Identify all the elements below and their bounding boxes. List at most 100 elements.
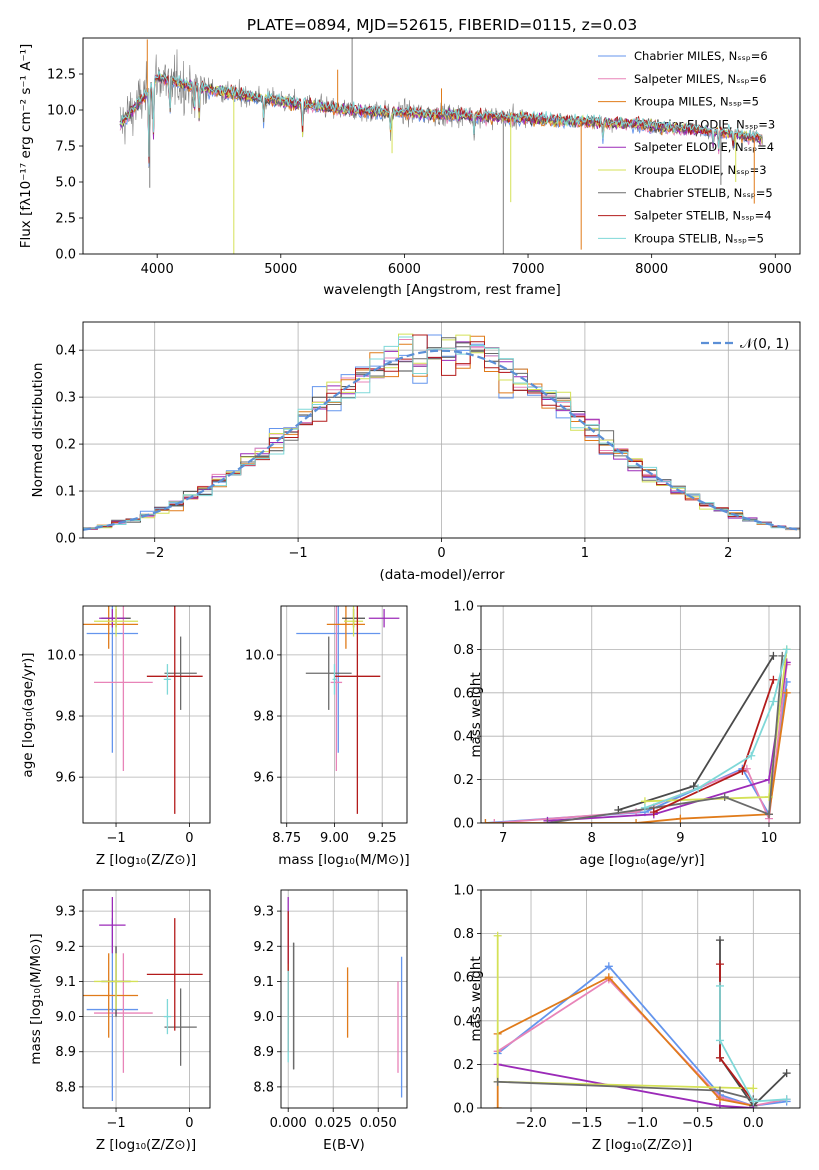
x-axis-label: age [log₁₀(age/yr)]	[579, 852, 704, 868]
mass-vs-extinction-panel: E(B-V) 0.000 0.025 0.050 8.8 8.9 9.0 9.1 9.2 9.3	[253, 889, 408, 1153]
mass-weight-marker	[632, 819, 641, 823]
y-axis-label: mass [log₁₀(M/M⊙)]	[28, 933, 44, 1064]
x-tick-label: 9000	[759, 262, 792, 277]
y-tick-label: 9.1	[55, 975, 76, 990]
x-tick-label: 8000	[635, 262, 668, 277]
y-axis-label: mass weight	[468, 956, 484, 1041]
y-tick-label: 10.0	[245, 648, 274, 663]
mass-weight-marker	[782, 1095, 791, 1104]
legend-label: Kroupa MILES, Nₛₛₚ=5	[634, 95, 759, 109]
x-tick-label: −1	[106, 831, 125, 846]
x-tick-label: −2.0	[515, 1116, 547, 1131]
y-tick-label: 9.0	[55, 1010, 76, 1025]
y-tick-label: 9.8	[253, 710, 274, 725]
mass-weight-marker	[493, 931, 502, 940]
mass-weight-marker	[640, 803, 649, 812]
y-tick-label: 0.1	[55, 485, 76, 500]
x-tick-label: 0	[185, 831, 193, 846]
y-tick-label: 0.6	[453, 971, 474, 986]
mass-weight-marker	[742, 764, 751, 773]
axes-frame	[82, 321, 801, 539]
axes-frame	[82, 37, 801, 255]
mass-weight-marker	[481, 819, 490, 823]
mass-weight-marker	[715, 1101, 724, 1108]
mass-weight-marker	[782, 645, 791, 654]
y-axis-label: age [log₁₀(age/yr)]	[20, 652, 36, 777]
mass-weight-line	[494, 664, 788, 823]
plot-area	[83, 606, 203, 814]
x-tick-label: 9.00	[320, 831, 349, 846]
spectrum-panel: PLATE=0894, MJD=52615, FIBERID=0115, z=0…	[18, 16, 801, 298]
y-tick-label: 0.0	[453, 817, 474, 832]
mass-weight-marker	[694, 784, 703, 793]
mass-weight-marker	[689, 782, 698, 791]
x-tick-label: 1	[581, 546, 589, 561]
x-tick-label: 0.050	[360, 1116, 397, 1131]
x-tick-label: −1	[289, 546, 308, 561]
plot-area	[83, 897, 203, 1101]
mass-weight-vs-metallicity-panel: Z [log₁₀(Z/Z⊙)] mass weight −2.0 −1.5 −1.0…	[453, 884, 801, 1153]
mass-weight-line	[618, 655, 775, 811]
x-axis-label: (data-model)/error	[379, 567, 505, 583]
mass-weight-marker	[738, 766, 747, 775]
mass-weight-marker	[769, 675, 778, 684]
mass-weight-marker	[715, 936, 724, 945]
mass-weight-marker	[604, 962, 613, 971]
plot-area	[287, 897, 403, 1098]
legend-label: Kroupa STELIB, Nₛₛₚ=5	[634, 231, 764, 245]
x-tick-label: −1.0	[626, 1116, 658, 1131]
x-tick-label: 10	[761, 831, 778, 846]
y-tick-label: 9.2	[253, 940, 274, 955]
x-tick-label: 0.000	[270, 1116, 307, 1131]
mass-vs-metallicity-panel: Z [log₁₀(Z/Z⊙)] mass [log₁₀(M/M⊙)] −1 0 8.…	[28, 889, 211, 1153]
x-tick-label: −0.5	[682, 1116, 714, 1131]
mass-weight-marker	[747, 751, 756, 760]
x-tick-label: 4000	[141, 262, 174, 277]
mass-weight-marker	[782, 1069, 791, 1078]
y-tick-label: 0.0	[55, 248, 76, 263]
y-tick-label: 9.6	[253, 771, 274, 786]
y-tick-label: 0.0	[55, 532, 76, 547]
y-tick-label: 0.4	[453, 1014, 474, 1029]
x-axis-label: E(B-V)	[323, 1137, 365, 1153]
plot-area	[493, 931, 791, 1108]
axes-frame	[82, 889, 211, 1109]
x-tick-label: 9.25	[368, 831, 397, 846]
mass-weight-marker	[782, 688, 791, 697]
mass-weight-marker	[764, 810, 773, 819]
mass-weight-line	[719, 964, 755, 1103]
axes-frame	[280, 889, 408, 1109]
legend: Chabrier MILES, Nₛₛₚ=6 Salpeter MILES, Nₛ…	[598, 49, 775, 245]
x-tick-label: 7	[499, 831, 507, 846]
mass-weight-marker	[749, 1084, 758, 1093]
legend-label: Chabrier MILES, Nₛₛₚ=6	[634, 49, 768, 63]
axes-frame	[82, 605, 211, 824]
x-tick-label: 0	[437, 546, 445, 561]
y-tick-label: 0.2	[453, 1058, 474, 1073]
x-tick-label: 0.0	[743, 1116, 764, 1131]
mass-weight-vs-age-panel: age [log₁₀(age/yr)] mass weight 7 8 9 10 0.0…	[453, 600, 801, 868]
mass-weight-marker	[649, 808, 658, 817]
x-tick-label: 8	[588, 831, 596, 846]
y-tick-label: 9.8	[55, 710, 76, 725]
x-axis-label: Z [log₁₀(Z/Z⊙)]	[96, 852, 196, 868]
mass-weight-line	[485, 681, 788, 823]
y-tick-label: 0.2	[55, 438, 76, 453]
mass-weight-marker	[715, 960, 724, 969]
residual-histogram-panel: (data-model)/error Normed distribution 𝒩…	[30, 321, 801, 583]
x-tick-label: −1	[106, 1116, 125, 1131]
mass-weight-marker	[749, 1097, 758, 1106]
mass-weight-marker	[715, 1086, 724, 1095]
x-axis-label: Z [log₁₀(Z/Z⊙)]	[96, 1137, 196, 1153]
y-tick-label: 9.3	[253, 905, 274, 920]
x-tick-label: 9	[676, 831, 684, 846]
x-tick-label: −1.5	[571, 1116, 603, 1131]
y-tick-label: 9.3	[55, 905, 76, 920]
y-tick-label: 1.0	[453, 600, 474, 615]
age-vs-metallicity-panel: Z [log₁₀(Z/Z⊙)] age [log₁₀(age/yr)] −1 0 9…	[20, 605, 211, 868]
x-tick-label: 7000	[511, 262, 544, 277]
x-axis-label: Z [log₁₀(Z/Z⊙)]	[592, 1137, 692, 1153]
x-tick-label: 6000	[388, 262, 421, 277]
axes-frame	[480, 889, 801, 1109]
